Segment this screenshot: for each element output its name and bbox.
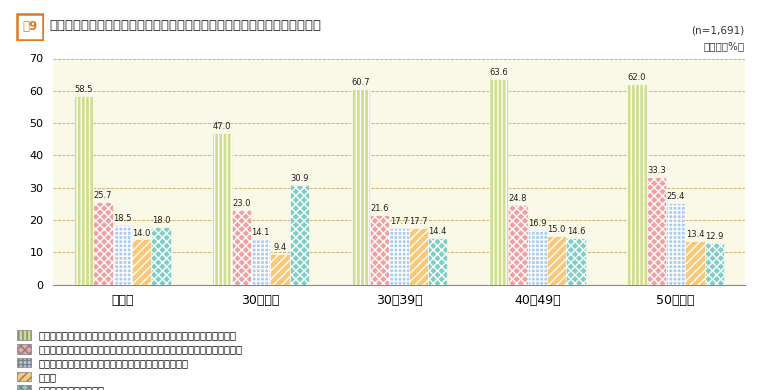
Text: 21.6: 21.6 [370, 204, 389, 213]
Text: 12.9: 12.9 [705, 232, 724, 241]
Text: 24.8: 24.8 [508, 193, 527, 203]
Text: 15.0: 15.0 [547, 225, 566, 234]
Bar [112, 225, 132, 285]
Text: 13.4: 13.4 [686, 230, 705, 239]
Text: 17.7: 17.7 [390, 216, 408, 225]
Text: （単位：%）: （単位：%） [704, 41, 745, 51]
Bar [566, 238, 586, 285]
Text: 14.1: 14.1 [252, 228, 270, 237]
Text: 14.6: 14.6 [567, 227, 585, 236]
Text: 33.3: 33.3 [647, 166, 666, 175]
Bar [151, 227, 171, 285]
Legend: 教え手となるべき年齢層の人手不足・多忙のため、育成まで手が回らない, 若年層と教え手との年齢の開きが大きく、仕事に対する姿勢や考え方が違う, 世代を超えたコミュ: 教え手となるべき年齢層の人手不足・多忙のため、育成まで手が回らない, 若年層と教… [17, 330, 242, 390]
Text: 58.5: 58.5 [74, 85, 93, 94]
Text: 14.4: 14.4 [429, 227, 447, 236]
Bar [132, 239, 151, 285]
Bar [232, 210, 251, 285]
Bar [647, 177, 666, 285]
Text: (n=1,691): (n=1,691) [692, 25, 745, 35]
Text: 17.7: 17.7 [409, 216, 428, 225]
Text: 18.0: 18.0 [152, 216, 170, 225]
Bar [370, 215, 389, 285]
Bar [409, 227, 428, 285]
Bar [74, 96, 93, 285]
Bar [93, 202, 112, 285]
Text: 職場での若年層の育成についてどのような問題を感じているか（複数回答）: 職場での若年層の育成についてどのような問題を感じているか（複数回答） [49, 19, 321, 32]
Text: 9.4: 9.4 [274, 243, 287, 252]
Text: 16.9: 16.9 [528, 219, 546, 228]
Bar [350, 89, 370, 285]
Text: 14.0: 14.0 [132, 229, 151, 238]
Bar [666, 203, 686, 285]
Bar [212, 133, 232, 285]
Bar [290, 185, 309, 285]
Text: 60.7: 60.7 [351, 78, 369, 87]
Text: 62.0: 62.0 [628, 73, 646, 82]
Bar [271, 254, 290, 285]
Bar [627, 84, 647, 285]
Text: 30.9: 30.9 [290, 174, 309, 183]
Bar [547, 236, 566, 285]
Text: 18.5: 18.5 [113, 214, 131, 223]
Bar [527, 230, 547, 285]
Bar [389, 227, 409, 285]
Bar [428, 238, 448, 285]
Bar [508, 205, 527, 285]
Text: 23.0: 23.0 [232, 199, 251, 208]
Bar [686, 241, 705, 285]
Text: 63.6: 63.6 [489, 68, 508, 77]
FancyBboxPatch shape [17, 14, 43, 39]
Text: 25.4: 25.4 [667, 191, 685, 201]
Bar [489, 79, 508, 285]
Bar [251, 239, 271, 285]
Text: 図9: 図9 [22, 20, 37, 34]
Text: 47.0: 47.0 [213, 122, 231, 131]
Bar [705, 243, 724, 285]
Text: 25.7: 25.7 [93, 191, 112, 200]
